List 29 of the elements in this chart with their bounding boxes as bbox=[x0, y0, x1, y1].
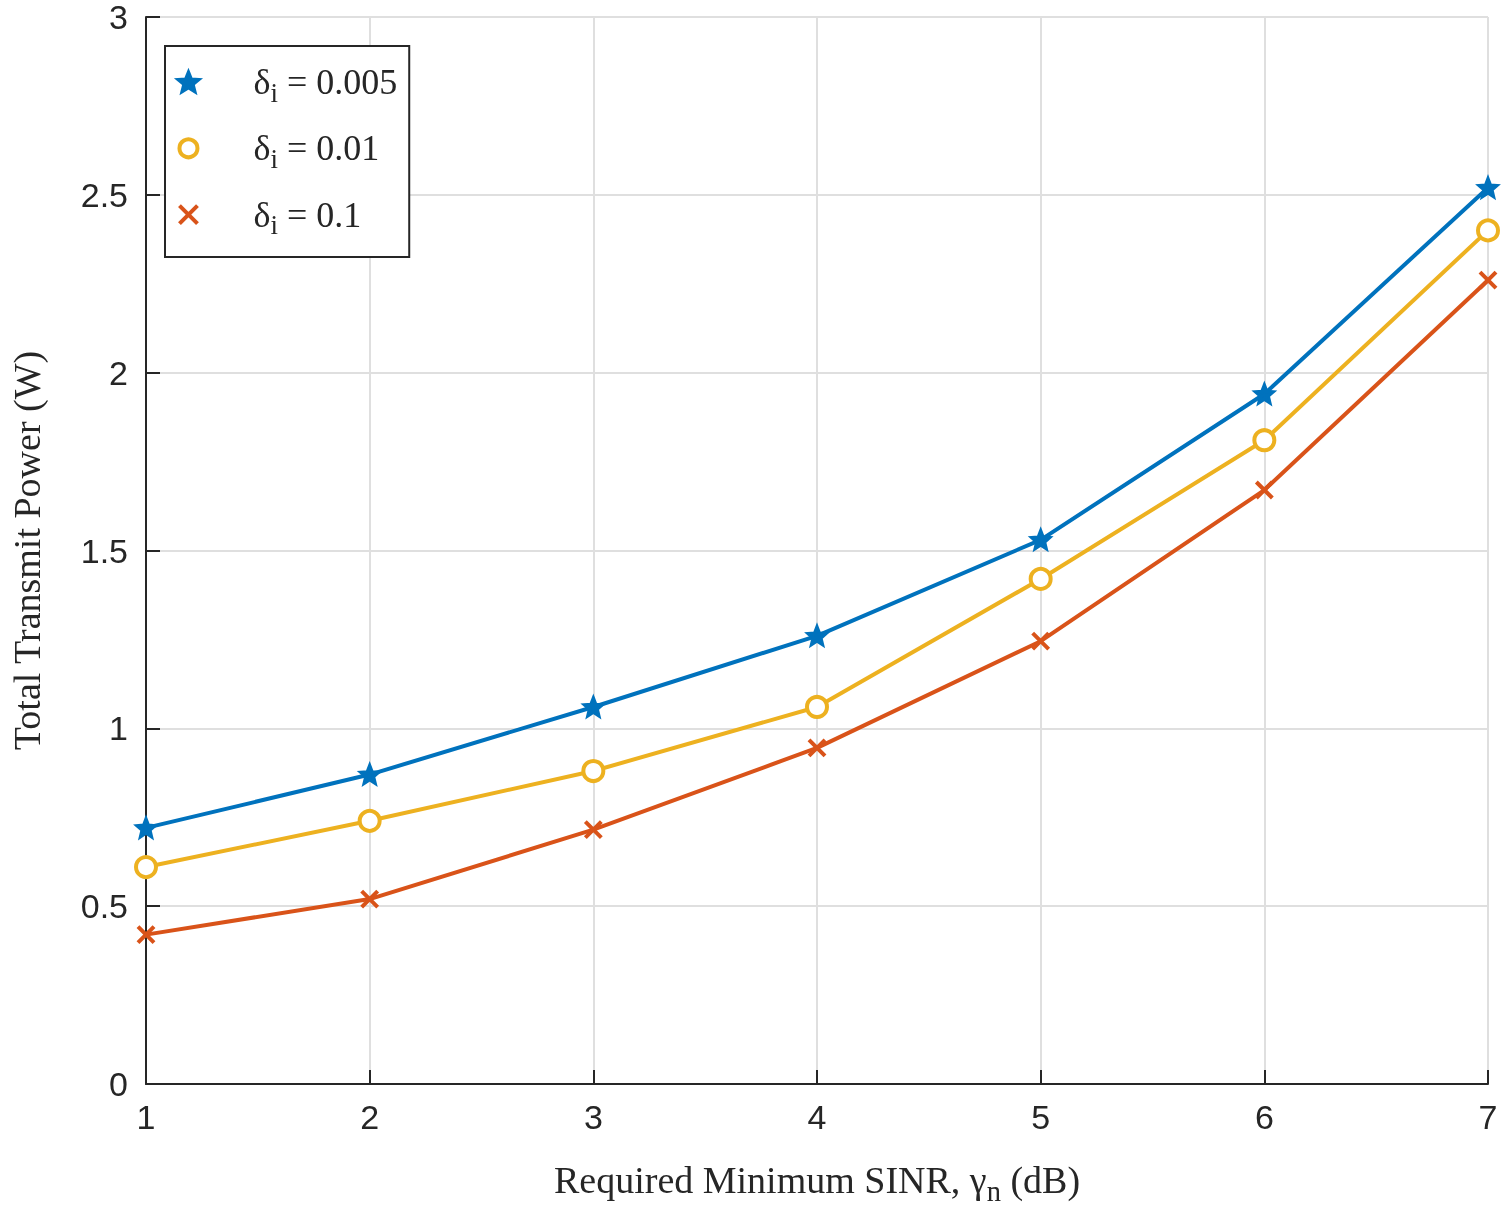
point bbox=[1252, 428, 1277, 453]
point bbox=[1254, 480, 1275, 501]
point bbox=[1030, 631, 1051, 652]
y-tick-label: 0.5 bbox=[80, 887, 128, 926]
x-tick-label: 4 bbox=[807, 1098, 827, 1136]
y-tick-label: 2 bbox=[109, 353, 128, 392]
x-tick-label: 3 bbox=[583, 1098, 603, 1136]
point bbox=[805, 695, 829, 719]
y-tick-label: 2.5 bbox=[80, 175, 128, 214]
y-axis-title: Total Transmit Power (W) bbox=[6, 350, 49, 751]
y-tick-label: 3 bbox=[109, 0, 128, 36]
y-tick-label: 1 bbox=[109, 709, 128, 748]
x-tick-label: 6 bbox=[1254, 1098, 1274, 1136]
x-tick-label: 2 bbox=[360, 1098, 380, 1136]
x-tick-label: 1 bbox=[136, 1098, 156, 1136]
point bbox=[359, 889, 380, 910]
point bbox=[581, 759, 606, 784]
x-tick-label: 7 bbox=[1478, 1098, 1498, 1136]
point bbox=[583, 819, 604, 840]
point bbox=[134, 855, 158, 880]
y-tick-label: 1.5 bbox=[80, 531, 128, 570]
point bbox=[807, 737, 827, 758]
y-tick-label: 0 bbox=[109, 1065, 128, 1103]
point bbox=[136, 924, 156, 945]
point bbox=[1478, 270, 1498, 291]
point bbox=[1476, 218, 1500, 243]
x-tick-label: 5 bbox=[1031, 1098, 1051, 1136]
point bbox=[1028, 566, 1053, 591]
point bbox=[357, 808, 382, 833]
